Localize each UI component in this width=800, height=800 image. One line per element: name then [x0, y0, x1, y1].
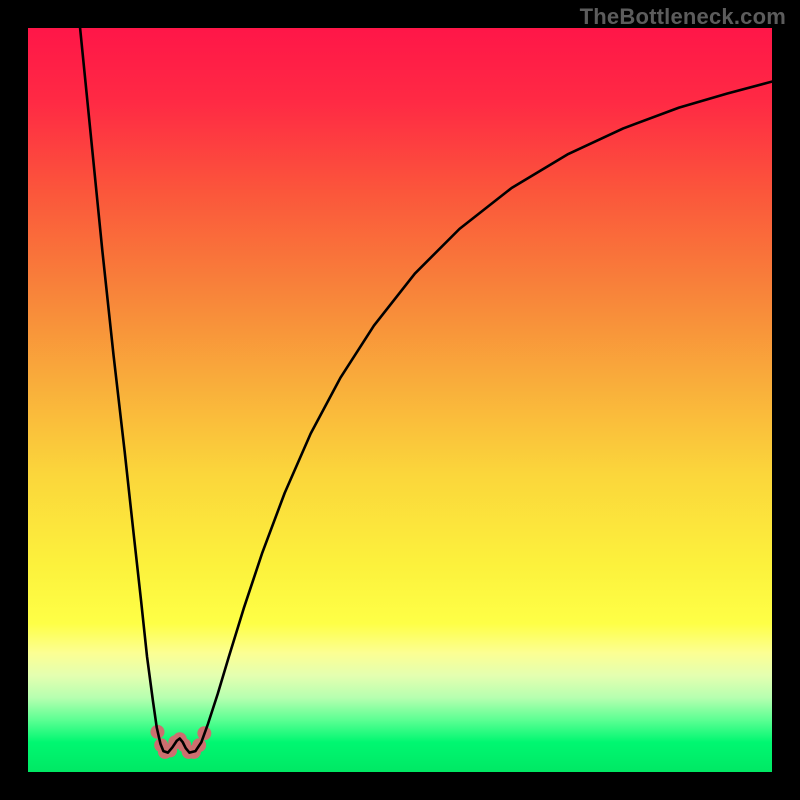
- plot-svg: [28, 28, 772, 772]
- gradient-background: [28, 28, 772, 772]
- chart-frame: TheBottleneck.com: [0, 0, 800, 800]
- plot-area: [28, 28, 772, 772]
- watermark-text: TheBottleneck.com: [580, 4, 786, 30]
